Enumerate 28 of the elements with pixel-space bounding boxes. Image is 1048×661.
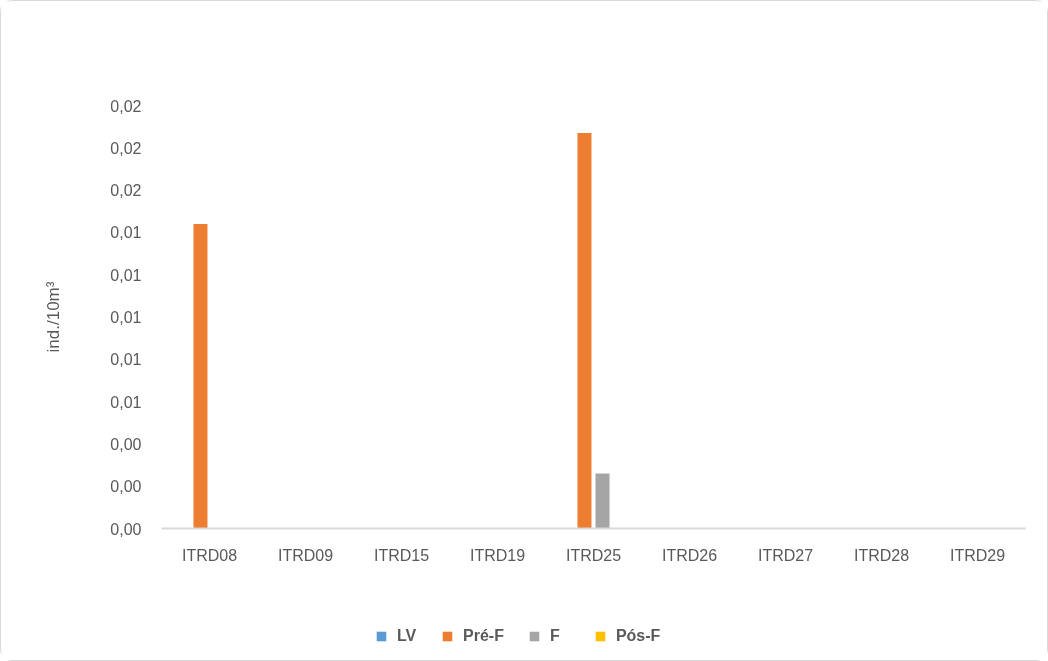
x-tick-label: ITRD26 [661,546,718,564]
x-tick-label: ITRD09 [277,546,334,564]
legend-label: F [549,627,561,645]
x-tick-label: ITRD19 [469,546,526,564]
x-tick-label: ITRD27 [757,546,814,564]
bar [193,223,208,529]
legend-label: LV [397,627,417,645]
y-tick-label: 0,02 [110,97,142,115]
y-tick-label: 0,00 [110,435,142,453]
y-tick-label: 0,01 [110,309,142,326]
bar [577,132,592,529]
bar [595,473,610,529]
legend-label: Pós-F [615,627,661,645]
y-tick-label: 0,00 [110,520,142,538]
x-tick-label: ITRD28 [853,546,910,564]
y-tick-label: 0,02 [110,182,142,200]
y-tick-label: 0,01 [110,224,142,242]
y-tick-label: 0,00 [110,478,142,496]
x-tick-label: ITRD25 [565,546,622,564]
x-tick-label: ITRD29 [949,546,1006,564]
y-tick-label: 0,02 [110,139,142,157]
y-tick-label: 0,01 [110,393,142,411]
y-axis-title: ind./10m³ [44,281,64,353]
x-tick-label: ITRD08 [181,546,238,564]
y-tick-label: 0,01 [110,351,142,369]
legend-label: Pré-F [463,627,504,645]
x-tick-label: ITRD15 [373,546,430,564]
y-tick-label: 0,01 [110,266,142,284]
